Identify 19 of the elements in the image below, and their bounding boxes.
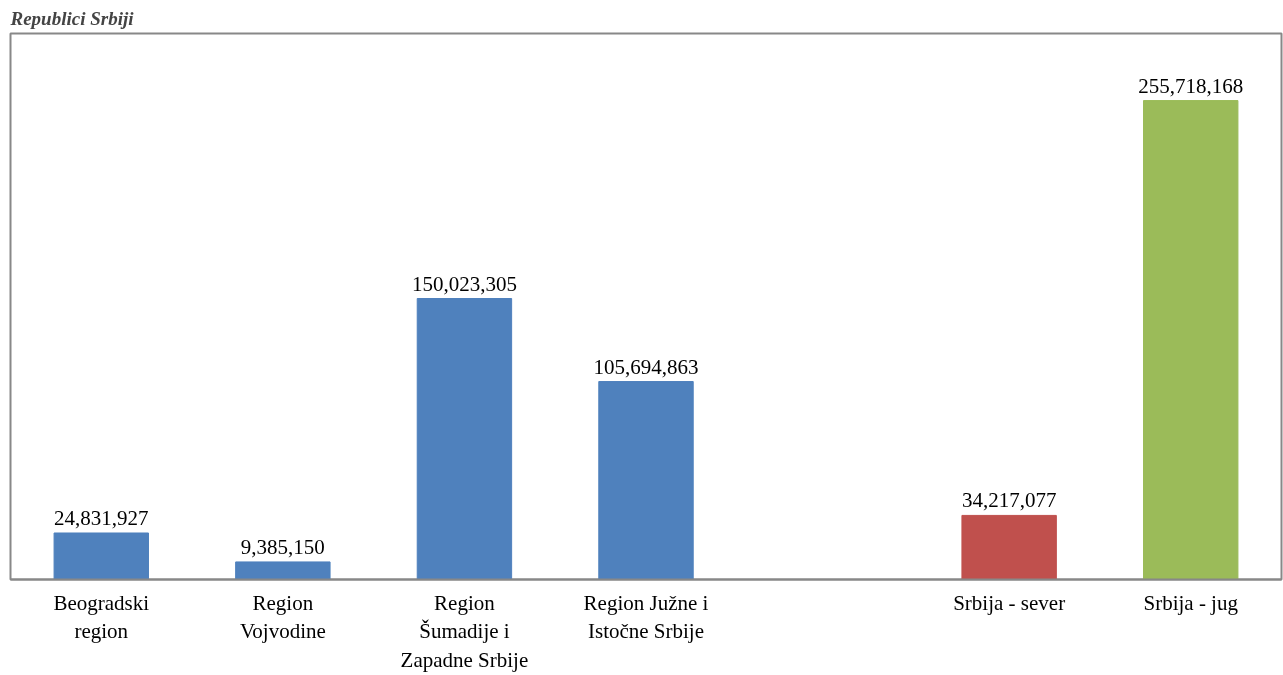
bar (416, 298, 513, 580)
bar (598, 381, 694, 580)
x-tick-label: Srbija - sever (953, 590, 1066, 615)
data-label: 105,694,863 (593, 354, 699, 379)
data-label: 150,023,305 (411, 271, 517, 296)
bar (961, 514, 1057, 580)
bar (1143, 100, 1239, 580)
bar (235, 561, 331, 580)
chart-title: Republici Srbiji (9, 7, 135, 29)
x-tick-label: Region Južne i Istočne Srbije (583, 590, 709, 644)
x-tick-label: Beogradski region (53, 590, 150, 644)
bar (53, 532, 149, 580)
x-tick-label: Region Vojvodine (239, 590, 326, 644)
data-label: 34,217,077 (961, 488, 1057, 513)
x-tick-label: Region Šumadije i Zapadne Srbije (400, 590, 529, 673)
data-label: 9,385,150 (240, 534, 325, 559)
data-label: 255,718,168 (1138, 73, 1244, 98)
data-label: 24,831,927 (54, 505, 149, 530)
x-tick-label: Srbija - jug (1143, 590, 1239, 615)
